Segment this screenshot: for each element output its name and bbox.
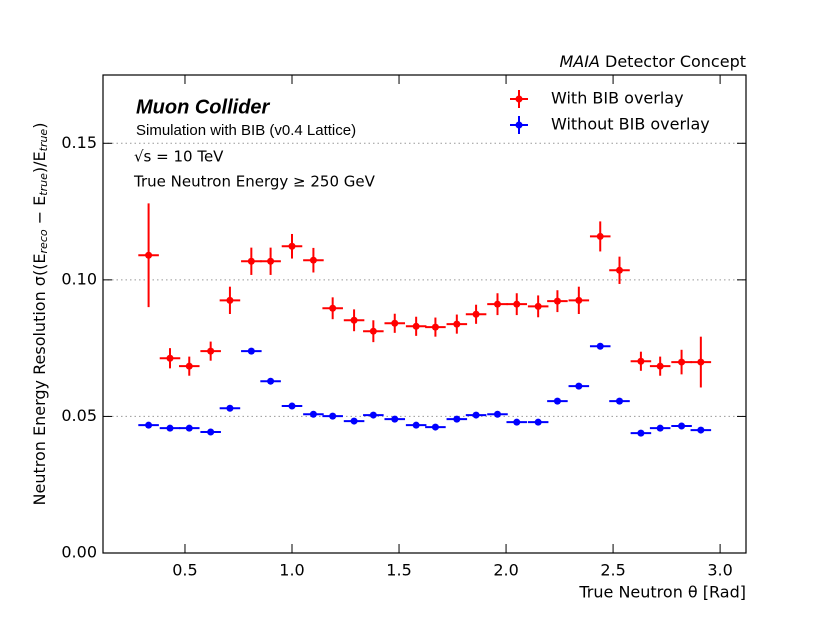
data-point	[656, 424, 664, 432]
data-point	[513, 300, 521, 308]
data-point	[472, 411, 480, 419]
plot-frame	[102, 74, 747, 554]
x-tick-label: 0.5	[172, 561, 197, 580]
data-point	[391, 415, 399, 423]
data-point	[553, 297, 561, 305]
data-point	[288, 242, 296, 250]
data-point	[166, 354, 174, 362]
data-point	[350, 316, 358, 324]
data-point	[493, 300, 501, 308]
legend-marker	[515, 121, 523, 129]
y-axis-label: Neutron Energy Resolution σ((Ereco − Etr…	[30, 123, 51, 506]
data-point	[350, 417, 358, 425]
data-point	[637, 357, 645, 365]
data-point	[678, 422, 686, 430]
data-point	[267, 257, 275, 265]
x-tick-label: 1.0	[279, 561, 304, 580]
y-tick-label: 0.05	[61, 406, 97, 425]
y-tick-label: 0.10	[61, 269, 97, 288]
data-point	[226, 404, 234, 412]
x-tick-label: 2.5	[600, 561, 625, 580]
legend-label: Without BIB overlay	[551, 115, 710, 134]
data-point	[678, 358, 686, 366]
data-point	[226, 296, 234, 304]
x-tick-label: 2.0	[493, 561, 518, 580]
data-point	[431, 423, 439, 431]
data-point	[247, 347, 255, 355]
data-point	[166, 424, 174, 432]
header-text: Detector Concept	[605, 52, 746, 71]
annotation: √s = 10 TeV	[134, 148, 224, 166]
data-point	[329, 412, 337, 420]
x-axis-label: True Neutron θ [Rad]	[578, 583, 746, 602]
data-point	[697, 426, 705, 434]
data-point	[575, 296, 583, 304]
data-point	[288, 402, 296, 410]
data-point	[207, 347, 215, 355]
legend-marker	[515, 95, 523, 103]
annotation: Muon Collider	[136, 96, 271, 118]
data-point	[309, 256, 317, 264]
data-point	[369, 327, 377, 335]
y-tick-label: 0.00	[61, 543, 97, 562]
data-point	[637, 429, 645, 437]
data-point	[596, 232, 604, 240]
data-point	[553, 397, 561, 405]
x-tick-label: 1.5	[386, 561, 411, 580]
header: MAIA Detector Concept	[560, 52, 747, 71]
header-italic: MAIA	[560, 52, 600, 71]
data-point	[145, 251, 153, 259]
data-point	[615, 397, 623, 405]
data-point	[247, 257, 255, 265]
annotation: Simulation with BIB (v0.4 Lattice)	[136, 122, 356, 139]
data-point	[513, 418, 521, 426]
x-tick-label: 3.0	[707, 561, 732, 580]
data-point	[267, 377, 275, 385]
data-point	[615, 266, 623, 274]
data-point	[534, 418, 542, 426]
data-point	[329, 304, 337, 312]
annotation: True Neutron Energy ≥ 250 GeV	[133, 173, 376, 191]
data-point	[431, 323, 439, 331]
data-point	[656, 362, 664, 370]
data-point	[185, 362, 193, 370]
data-point	[412, 421, 420, 429]
data-point	[453, 320, 461, 328]
data-point	[596, 342, 604, 350]
legend-label: With BIB overlay	[551, 89, 684, 108]
data-point	[207, 428, 215, 436]
data-point	[185, 424, 193, 432]
data-point	[145, 421, 153, 429]
data-point	[453, 415, 461, 423]
data-point	[534, 302, 542, 310]
data-point	[369, 411, 377, 419]
data-point	[309, 410, 317, 418]
data-point	[493, 410, 501, 418]
data-point	[697, 358, 705, 366]
y-tick-label: 0.15	[61, 133, 97, 152]
data-point	[412, 322, 420, 330]
data-point	[472, 310, 480, 318]
data-point	[391, 319, 399, 327]
data-point	[575, 382, 583, 390]
